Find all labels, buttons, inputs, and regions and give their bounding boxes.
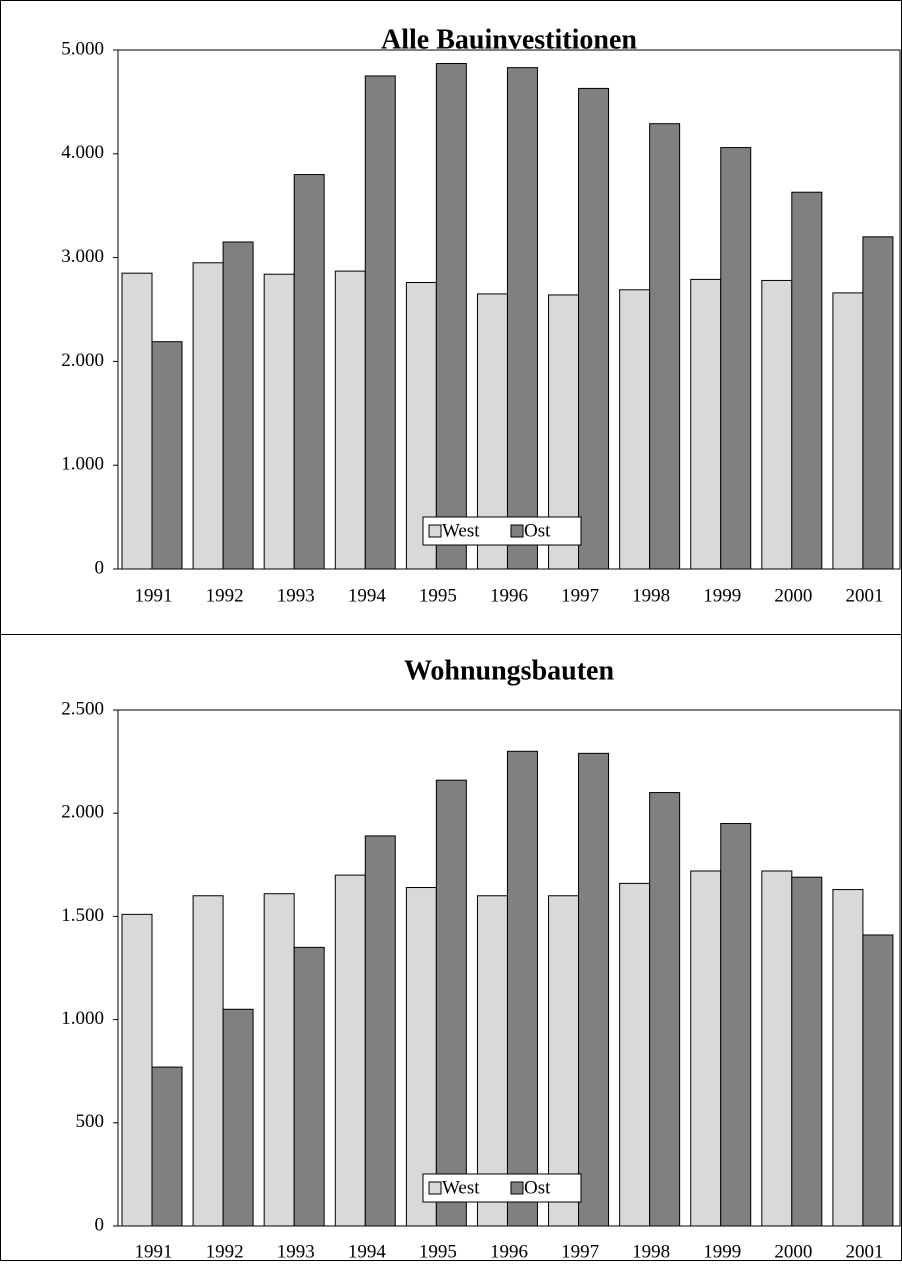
bar xyxy=(649,123,681,570)
legend-swatch xyxy=(510,524,524,538)
bar xyxy=(619,289,651,570)
bar xyxy=(690,870,722,1227)
x-tick-label: 2000 xyxy=(774,1241,812,1261)
y-tick-label: 2.000 xyxy=(61,350,104,371)
legend-box xyxy=(422,516,582,546)
bar xyxy=(619,882,651,1227)
bar xyxy=(293,174,325,570)
x-tick-label: 1993 xyxy=(277,1241,315,1261)
legend-label: West xyxy=(442,1177,480,1198)
x-tick-label: 1998 xyxy=(632,1241,670,1261)
y-tick-label: 1.500 xyxy=(61,905,104,926)
bar xyxy=(121,272,153,570)
x-tick-label: 2000 xyxy=(774,585,812,606)
bar xyxy=(192,262,224,570)
bar xyxy=(364,835,396,1227)
bar xyxy=(791,876,823,1227)
bar xyxy=(435,779,467,1227)
chart-title: Alle Bauinvestitionen xyxy=(381,24,637,55)
y-tick-label: 1.000 xyxy=(61,454,104,475)
bar xyxy=(263,893,295,1227)
bar xyxy=(506,750,538,1227)
x-tick-label: 1992 xyxy=(206,1241,244,1261)
x-tick-label: 1992 xyxy=(206,585,244,606)
chart-title: Wohnungsbauten xyxy=(404,655,615,686)
x-tick-label: 1994 xyxy=(348,1241,387,1261)
x-tick-label: 1991 xyxy=(135,585,173,606)
bar xyxy=(832,292,864,570)
bar xyxy=(222,1008,254,1227)
x-tick-label: 1995 xyxy=(419,1241,457,1261)
x-tick-label: 1991 xyxy=(135,1241,173,1261)
x-tick-label: 1993 xyxy=(277,585,315,606)
bar xyxy=(435,62,467,570)
bar xyxy=(578,752,610,1227)
legend-label: West xyxy=(442,520,480,541)
bar xyxy=(192,895,224,1227)
x-tick-label: 1997 xyxy=(561,585,599,606)
bar xyxy=(263,273,295,570)
x-tick-label: 2001 xyxy=(845,1241,883,1261)
x-tick-label: 1996 xyxy=(490,585,528,606)
x-tick-label: 1999 xyxy=(703,585,741,606)
y-tick-label: 0 xyxy=(95,1214,105,1235)
bar xyxy=(548,895,580,1227)
y-tick-label: 0 xyxy=(95,557,105,578)
y-tick-label: 2.500 xyxy=(61,698,104,719)
x-tick-label: 1994 xyxy=(348,585,387,606)
x-tick-label: 1997 xyxy=(561,1241,599,1261)
x-tick-label: 1996 xyxy=(490,1241,528,1261)
bar xyxy=(862,236,894,570)
legend-swatch xyxy=(510,1181,524,1195)
y-tick-label: 5.000 xyxy=(61,38,104,59)
y-tick-label: 2.000 xyxy=(61,802,104,823)
bar xyxy=(761,279,793,570)
bar xyxy=(334,270,366,570)
x-tick-label: 2001 xyxy=(845,585,883,606)
y-tick-label: 1.000 xyxy=(61,1008,104,1029)
bar xyxy=(334,874,366,1227)
bar xyxy=(151,341,183,570)
bar xyxy=(649,792,681,1227)
legend-label: Ost xyxy=(524,1177,551,1198)
bar xyxy=(832,889,864,1227)
legend-label: Ost xyxy=(524,520,551,541)
legend-swatch xyxy=(428,524,442,538)
bar xyxy=(690,278,722,570)
legend-swatch xyxy=(428,1181,442,1195)
bar xyxy=(720,147,752,570)
bar xyxy=(862,934,894,1227)
bar xyxy=(761,870,793,1227)
legend-box xyxy=(422,1173,582,1203)
bar xyxy=(578,87,610,570)
bar xyxy=(151,1066,183,1227)
y-tick-label: 3.000 xyxy=(61,246,104,267)
bar xyxy=(506,67,538,570)
bar xyxy=(222,241,254,570)
x-tick-label: 1999 xyxy=(703,1241,741,1261)
x-tick-label: 1995 xyxy=(419,585,457,606)
plot-frame xyxy=(117,709,901,1227)
bar xyxy=(293,946,325,1227)
x-tick-label: 1998 xyxy=(632,585,670,606)
y-tick-label: 4.000 xyxy=(61,142,104,163)
bar xyxy=(364,75,396,570)
y-tick-label: 500 xyxy=(76,1111,105,1132)
bar xyxy=(720,823,752,1227)
bar xyxy=(121,913,153,1227)
bar xyxy=(791,191,823,570)
plot-frame xyxy=(117,49,901,570)
